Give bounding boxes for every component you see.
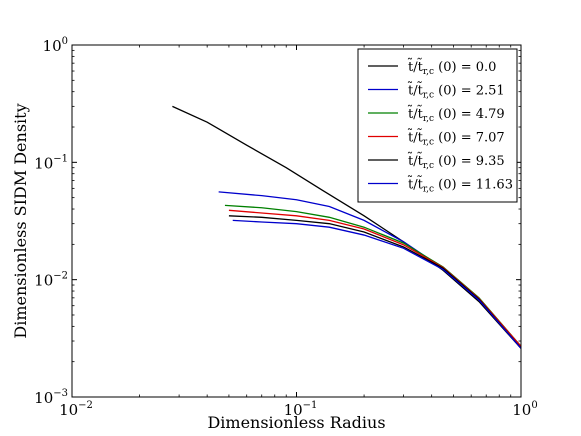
y-tick-label-0-base: 10 bbox=[34, 389, 53, 407]
series-line-3 bbox=[228, 209, 521, 347]
y-tick-label-3-base: 10 bbox=[43, 37, 62, 55]
x-tick-label-2-base: 10 bbox=[512, 401, 531, 419]
y-tick-label-2-exponent: −1 bbox=[53, 153, 68, 164]
x-tick-label-0-base: 10 bbox=[59, 401, 78, 419]
y-tick-label-3-exponent: 0 bbox=[62, 36, 68, 47]
plot-marks bbox=[172, 105, 521, 349]
y-tick-label-1-base: 10 bbox=[34, 272, 53, 290]
legend-label-prefix: t̃/t̃ bbox=[407, 58, 423, 75]
y-tick-label-1: 10−2 bbox=[34, 271, 68, 290]
series-line-0 bbox=[172, 105, 521, 349]
x-tick-label-1-exponent: −1 bbox=[303, 400, 318, 411]
legend-label-1: t̃/t̃r,c (0) = 2.51 bbox=[407, 82, 504, 101]
x-tick-label-2-exponent: 0 bbox=[531, 400, 537, 411]
x-tick-label-2: 100 bbox=[512, 400, 537, 419]
legend-label-value: (0) = 11.63 bbox=[434, 178, 513, 193]
legend-label-subscript: r,c bbox=[423, 91, 434, 101]
x-tick-label-0: 10−2 bbox=[59, 400, 93, 419]
legend-label-subscript: r,c bbox=[423, 114, 434, 124]
y-tick-label-2-base: 10 bbox=[34, 154, 53, 172]
x-tick-label-1: 10−1 bbox=[284, 400, 318, 419]
legend-label-prefix: t̃/t̃ bbox=[407, 152, 423, 169]
legend-label-4: t̃/t̃r,c (0) = 9.35 bbox=[407, 152, 504, 171]
legend: t̃/t̃r,c (0) = 0.0t̃/t̃r,c (0) = 2.51t̃/… bbox=[357, 48, 518, 203]
x-axis-label: Dimensionless Radius bbox=[207, 413, 385, 432]
legend-label-value: (0) = 9.35 bbox=[434, 154, 505, 169]
series-line-5 bbox=[232, 219, 521, 349]
legend-box bbox=[357, 48, 518, 203]
legend-label-2: t̃/t̃r,c (0) = 4.79 bbox=[407, 105, 504, 124]
legend-label-subscript: r,c bbox=[423, 185, 434, 195]
series-line-1 bbox=[218, 191, 521, 347]
series-line-2 bbox=[224, 204, 521, 347]
legend-label-5: t̃/t̃r,c (0) = 11.63 bbox=[407, 176, 513, 195]
legend-label-prefix: t̃/t̃ bbox=[407, 105, 423, 122]
legend-label-value: (0) = 0.0 bbox=[434, 60, 496, 75]
y-tick-label-0: 10−3 bbox=[34, 388, 68, 407]
legend-label-subscript: r,c bbox=[423, 161, 434, 171]
legend-label-value: (0) = 2.51 bbox=[434, 84, 505, 99]
y-tick-label-0-exponent: −3 bbox=[53, 388, 68, 399]
y-tick-label-1-exponent: −2 bbox=[53, 271, 68, 282]
legend-label-prefix: t̃/t̃ bbox=[407, 129, 423, 146]
x-tick-label-0-exponent: −2 bbox=[78, 400, 93, 411]
legend-label-prefix: t̃/t̃ bbox=[407, 82, 423, 99]
legend-label-0: t̃/t̃r,c (0) = 0.0 bbox=[407, 58, 496, 77]
legend-label-subscript: r,c bbox=[423, 138, 434, 148]
legend-label-value: (0) = 4.79 bbox=[434, 107, 505, 122]
legend-label-3: t̃/t̃r,c (0) = 7.07 bbox=[407, 129, 504, 148]
y-axis-label: Dimensionless SIDM Density bbox=[11, 103, 30, 338]
y-tick-label-3: 100 bbox=[43, 36, 68, 55]
legend-label-subscript: r,c bbox=[423, 67, 434, 77]
series-line-4 bbox=[228, 215, 521, 349]
y-tick-label-2: 10−1 bbox=[34, 153, 68, 172]
legend-label-prefix: t̃/t̃ bbox=[407, 176, 423, 193]
x-tick-label-1-base: 10 bbox=[284, 401, 303, 419]
legend-label-value: (0) = 7.07 bbox=[434, 131, 505, 146]
